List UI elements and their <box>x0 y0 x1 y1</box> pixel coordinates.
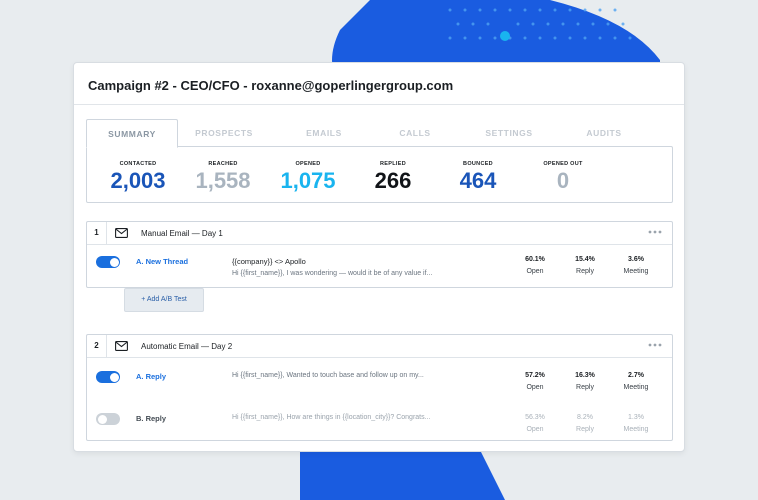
step-number: 2 <box>87 335 107 357</box>
stat-label: REPLIED <box>380 161 406 167</box>
variant-toggle[interactable] <box>96 256 120 268</box>
tab-bar: SUMMARY PROSPECTS EMAILS CALLS SETTINGS … <box>86 119 673 148</box>
metric-meeting: 3.6% Meeting <box>614 256 658 275</box>
metric-value: 1.3% <box>628 414 644 421</box>
metric-label: Reply <box>576 268 594 275</box>
variant-row[interactable]: A. Reply Hi {{first_name}}, Wanted to to… <box>87 358 672 400</box>
email-step-1: 1 Manual Email — Day 1 A. New Thread {{c… <box>86 221 673 288</box>
mail-icon <box>115 228 128 238</box>
metric-value: 3.6% <box>628 256 644 263</box>
campaign-card: Campaign #2 - CEO/CFO - roxanne@goperlin… <box>73 62 685 452</box>
stat-value: 1,558 <box>195 168 251 193</box>
stat-label: REACHED <box>208 161 238 167</box>
stat-value: 266 <box>374 168 412 193</box>
metric-value: 57.2% <box>525 372 545 379</box>
step-header: 1 Manual Email — Day 1 <box>87 222 672 245</box>
tab-settings[interactable]: SETTINGS <box>485 128 533 138</box>
metric-value: 15.4% <box>575 256 595 263</box>
mail-icon <box>115 341 128 351</box>
metric-open: 60.1% Open <box>513 256 557 275</box>
stat-value: 2,003 <box>110 168 166 193</box>
variant-name[interactable]: B. Reply <box>136 414 167 423</box>
metric-label: Meeting <box>623 268 649 275</box>
email-preview: Hi {{first_name}}, How are things in {{l… <box>232 414 431 421</box>
tab-prospects[interactable]: PROSPECTS <box>195 128 253 138</box>
metric-value: 60.1% <box>525 256 545 263</box>
tab-summary[interactable]: SUMMARY <box>86 119 178 148</box>
add-ab-test-button[interactable]: + Add A/B Test <box>124 288 204 312</box>
metric-value: 56.3% <box>525 414 545 421</box>
toggle-knob <box>109 372 119 382</box>
metric-reply: 16.3% Reply <box>563 372 607 391</box>
email-step-2: 2 Automatic Email — Day 2 A. Reply Hi {{… <box>86 334 673 441</box>
stat-value: 464 <box>459 168 497 193</box>
variant-name[interactable]: A. Reply <box>136 372 167 381</box>
metric-label: Open <box>526 426 544 433</box>
tab-audits[interactable]: AUDITS <box>586 128 622 138</box>
more-horizontal-icon[interactable] <box>648 227 662 237</box>
stat-reached: REACHED 1,558 <box>188 161 258 193</box>
stat-label: OPENED <box>295 161 321 167</box>
stat-opened: OPENED 1,075 <box>273 161 343 193</box>
email-subject: {{company}} <> Apollo <box>232 257 306 266</box>
metric-open: 56.3% Open <box>513 414 557 433</box>
stat-label: CONTACTED <box>119 161 157 167</box>
variant-row[interactable]: A. New Thread {{company}} <> Apollo Hi {… <box>87 245 672 287</box>
stat-opened-out: OPENED OUT 0 <box>528 161 598 193</box>
metric-value: 2.7% <box>628 372 644 379</box>
summary-stats: CONTACTED 2,003 REACHED 1,558 OPENED 1,0… <box>86 146 673 203</box>
email-preview: Hi {{first_name}}, I was wondering — wou… <box>232 270 433 277</box>
step-header: 2 Automatic Email — Day 2 <box>87 335 672 358</box>
stat-bounced: BOUNCED 464 <box>443 161 513 193</box>
metric-label: Open <box>526 384 544 391</box>
variant-name[interactable]: A. New Thread <box>136 257 189 266</box>
stat-contacted: CONTACTED 2,003 <box>103 161 173 193</box>
email-preview: Hi {{first_name}}, Wanted to touch base … <box>232 372 424 379</box>
variant-toggle[interactable] <box>96 413 120 425</box>
metric-label: Meeting <box>623 384 649 391</box>
stat-value: 0 <box>556 168 570 193</box>
metric-label: Reply <box>576 384 594 391</box>
metric-label: Reply <box>576 426 594 433</box>
metric-meeting: 1.3% Meeting <box>614 414 658 433</box>
campaign-title: Campaign #2 - CEO/CFO - roxanne@goperlin… <box>88 78 454 93</box>
metric-meeting: 2.7% Meeting <box>614 372 658 391</box>
metric-value: 8.2% <box>577 414 593 421</box>
toggle-knob <box>97 414 107 424</box>
toggle-knob <box>109 257 119 267</box>
metric-label: Open <box>526 268 544 275</box>
metric-open: 57.2% Open <box>513 372 557 391</box>
stat-label: BOUNCED <box>463 161 493 167</box>
metric-reply: 8.2% Reply <box>563 414 607 433</box>
more-horizontal-icon[interactable] <box>648 340 662 350</box>
variant-toggle[interactable] <box>96 371 120 383</box>
tab-calls[interactable]: CALLS <box>399 128 431 138</box>
step-title: Automatic Email — Day 2 <box>141 342 233 351</box>
stat-label: OPENED OUT <box>543 161 583 167</box>
tab-emails[interactable]: EMAILS <box>306 128 342 138</box>
step-number: 1 <box>87 222 107 244</box>
metric-value: 16.3% <box>575 372 595 379</box>
stat-value: 1,075 <box>280 168 336 193</box>
metric-label: Meeting <box>623 426 649 433</box>
step-title: Manual Email — Day 1 <box>141 229 223 238</box>
variant-row[interactable]: B. Reply Hi {{first_name}}, How are thin… <box>87 400 672 442</box>
metric-reply: 15.4% Reply <box>563 256 607 275</box>
divider <box>74 104 684 105</box>
stat-replied: REPLIED 266 <box>358 161 428 193</box>
